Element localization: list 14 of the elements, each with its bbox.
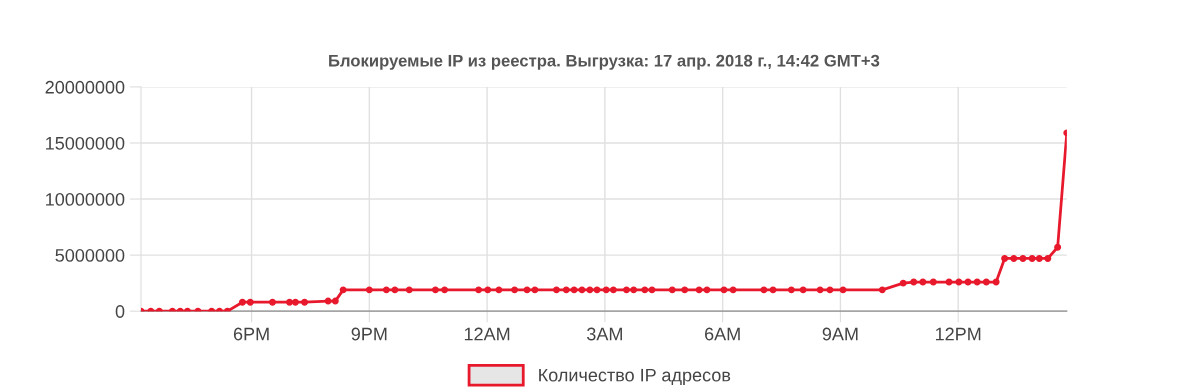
chart-title: Блокируемые IP из реестра. Выгрузка: 17 апр. 2018 г., 14:42 GMT+3: [329, 54, 880, 70]
x-tick-label: 9PM: [351, 327, 387, 341]
y-tick-label: 5000000: [55, 249, 125, 262]
y-tick-label: 20000000: [45, 80, 125, 94]
x-tick-label: 6AM: [705, 327, 740, 341]
x-tick-label: 6PM: [233, 327, 269, 341]
x-tick-label: 12PM: [935, 327, 981, 341]
y-tick-label: 10000000: [46, 192, 125, 206]
legend-label: Количество IP адресов: [539, 368, 731, 386]
y-tick-label: 0: [115, 305, 125, 318]
x-tick-label: 12AM: [464, 327, 510, 341]
x-tick-label: 3AM: [587, 327, 622, 341]
y-tick-label: 15000000: [46, 136, 125, 150]
x-tick-label: 9AM: [822, 327, 858, 341]
